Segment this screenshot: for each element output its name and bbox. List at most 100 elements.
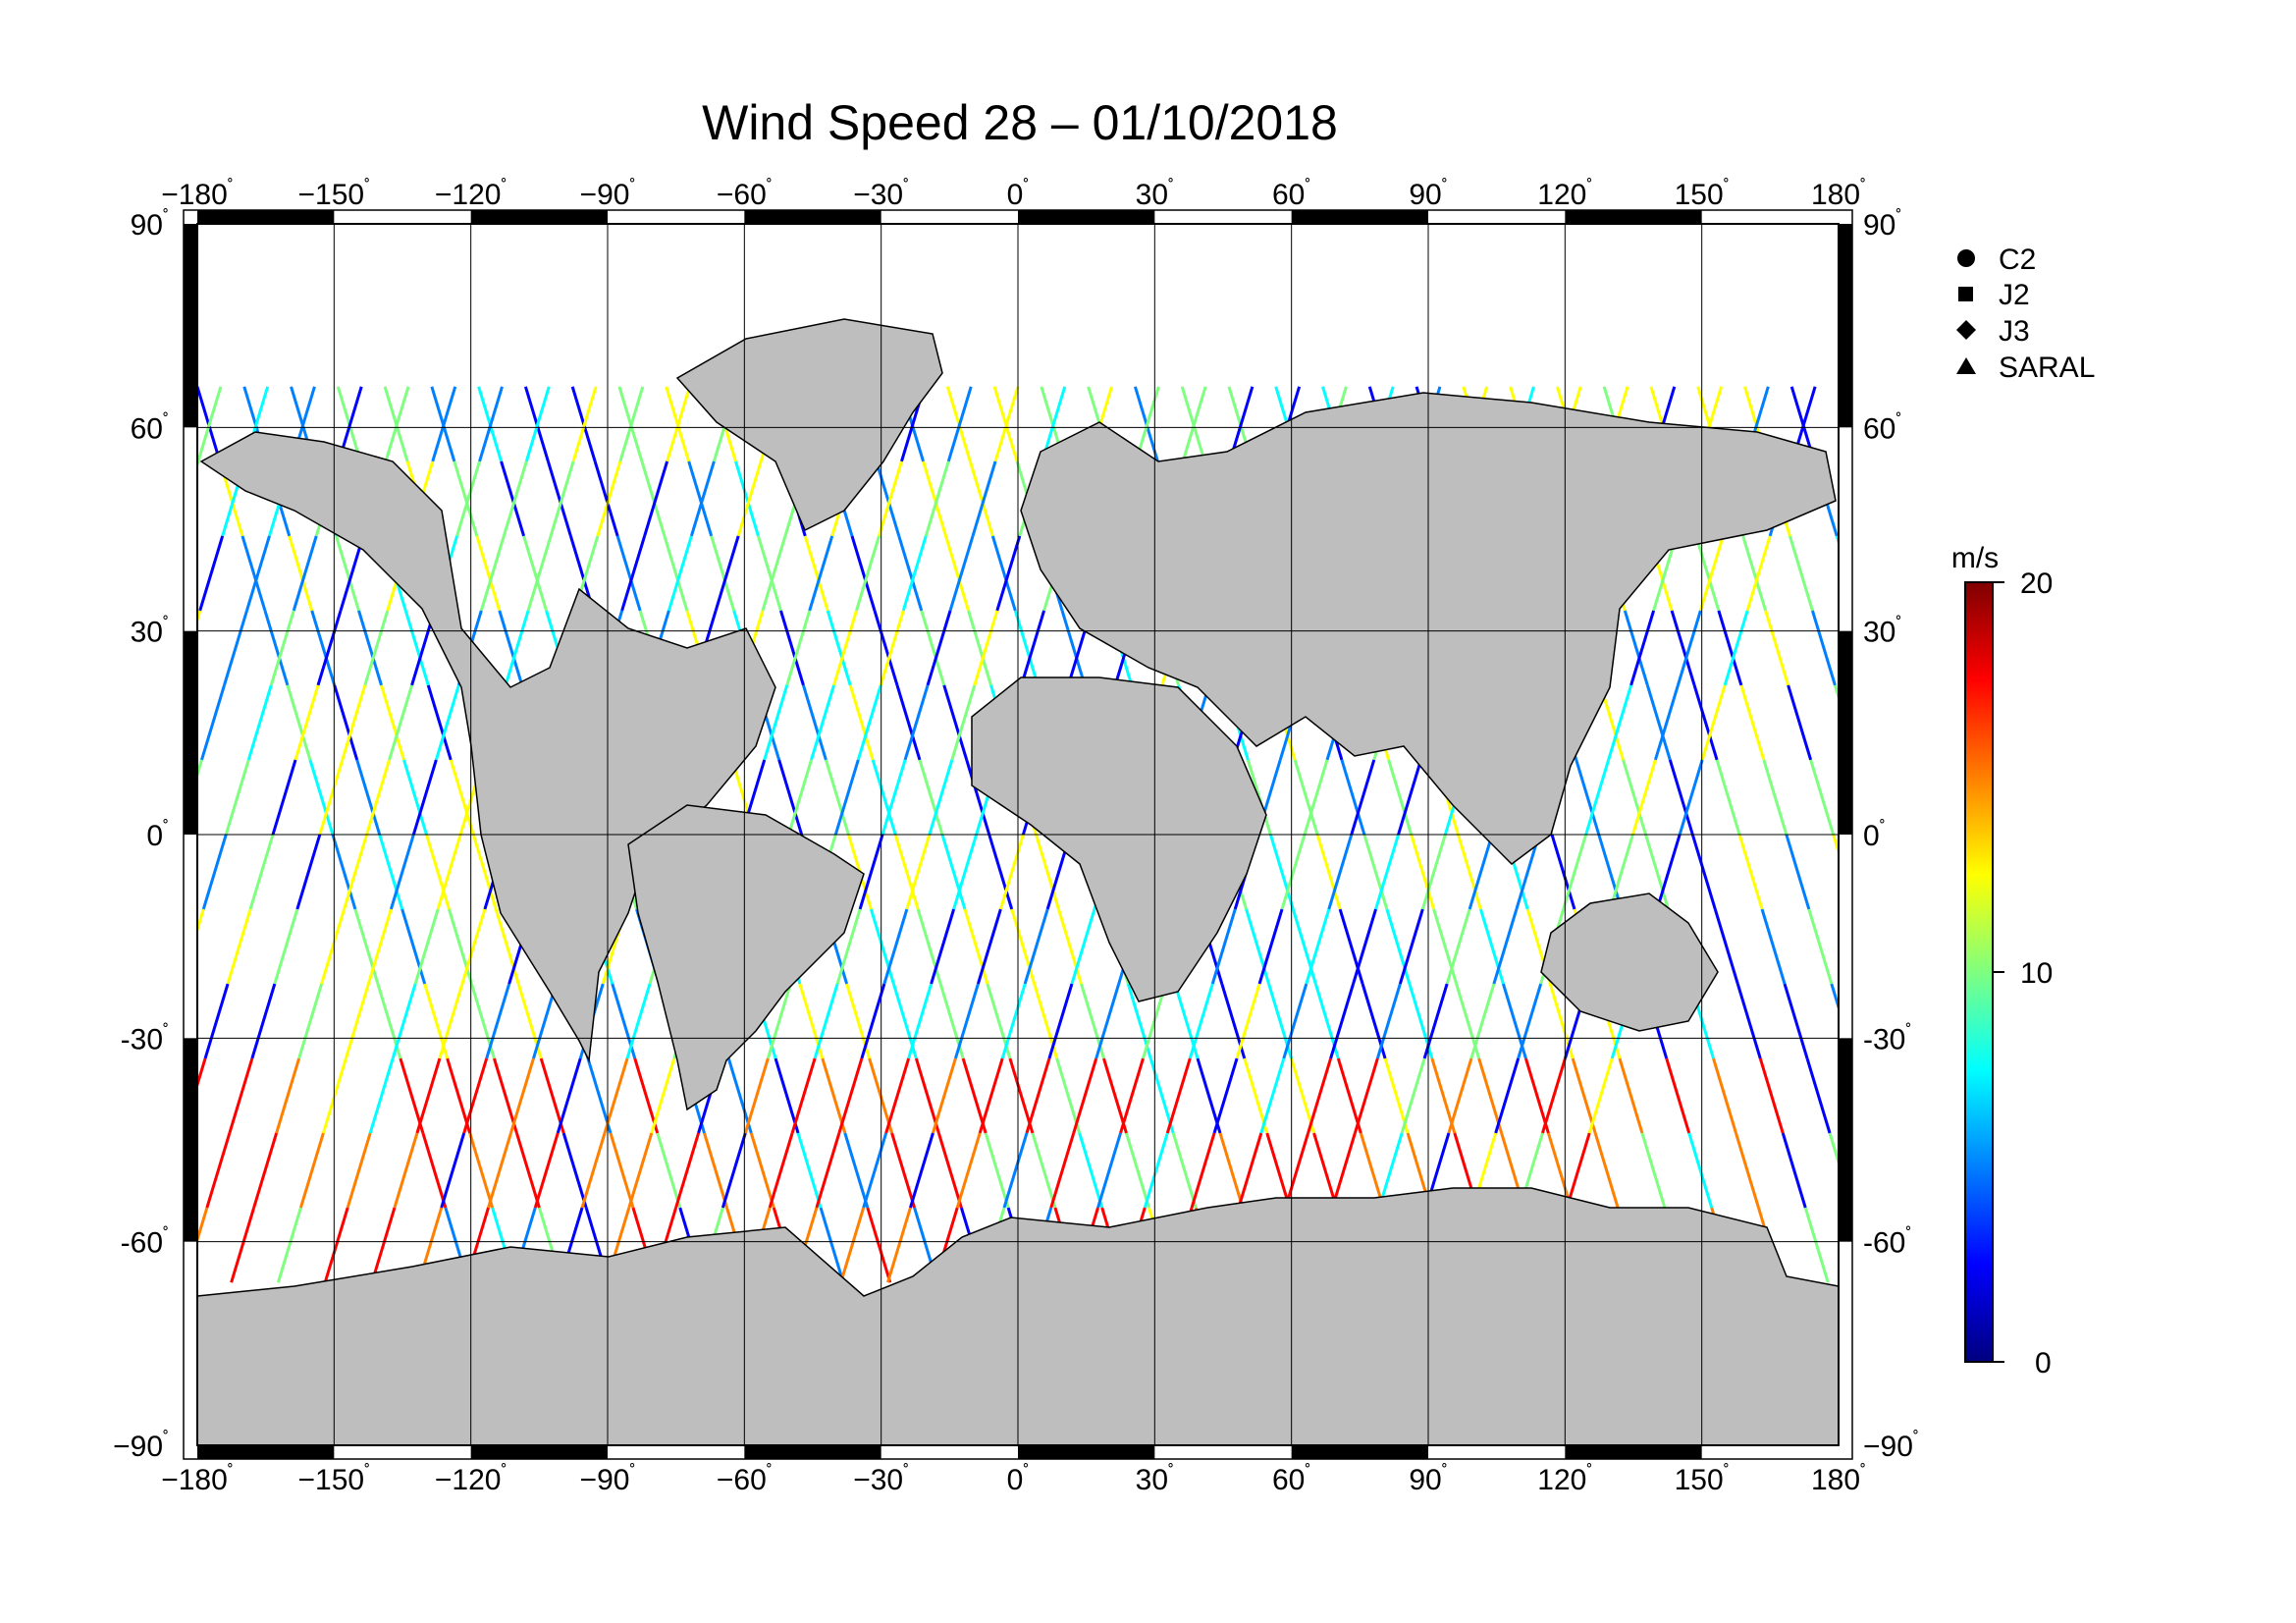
track-segment xyxy=(1830,983,1839,1012)
track-segment xyxy=(1764,610,1790,686)
track-segment xyxy=(250,983,277,1059)
track-segment xyxy=(1924,1133,1947,1208)
track-segment xyxy=(1630,759,1657,836)
track-segment xyxy=(884,1057,911,1134)
track-segment xyxy=(620,535,647,612)
track-segment xyxy=(1329,983,1356,1059)
track-segment xyxy=(843,1132,870,1209)
lon-tick-label: 60˚ xyxy=(1272,177,1310,211)
track-segment xyxy=(1359,1132,1385,1209)
land-australia xyxy=(1540,893,1719,1032)
track-segment xyxy=(1880,835,1902,909)
track-segment xyxy=(1723,610,1749,686)
track-segment xyxy=(1259,1057,1286,1134)
land-south-america xyxy=(627,804,865,1111)
track-segment xyxy=(940,834,967,910)
track-segment xyxy=(988,834,1014,910)
track-segment xyxy=(603,1057,629,1134)
track-segment xyxy=(1622,759,1647,836)
track-segment xyxy=(1013,610,1040,686)
track-segment xyxy=(721,1132,747,1209)
track-segment xyxy=(643,460,669,537)
latitude-labels-left: 90˚ 60˚ 30˚ 0˚ -30˚ -60˚ −90˚ xyxy=(113,207,169,1463)
track-segment xyxy=(1562,834,1588,910)
track-segment xyxy=(893,834,920,910)
track-segment xyxy=(931,1057,957,1134)
frame-segment xyxy=(184,1038,197,1242)
track-segment xyxy=(198,535,225,612)
track-segment xyxy=(20,1133,42,1208)
track-segment xyxy=(1477,1057,1504,1134)
lon-tick-label: −90˚ xyxy=(580,177,636,211)
track-segment xyxy=(875,460,901,537)
frame-checkerboard xyxy=(184,210,1852,1459)
frame-segment xyxy=(1839,630,1852,835)
track-segment xyxy=(1165,1057,1192,1134)
track-segment xyxy=(357,610,383,686)
track-segment xyxy=(323,1207,349,1283)
track-segment xyxy=(663,535,689,612)
track-segment xyxy=(248,834,275,910)
track-segment xyxy=(1280,834,1307,910)
track-segment xyxy=(953,983,980,1059)
track-segment xyxy=(1307,1057,1333,1134)
track-segment xyxy=(1640,1132,1667,1209)
track-segment xyxy=(881,759,907,836)
track-segment xyxy=(1655,834,1682,910)
track-segment xyxy=(1282,983,1308,1059)
lon-tick-label: −30˚ xyxy=(853,1462,909,1496)
track-segment xyxy=(276,1207,302,1283)
track-segment xyxy=(858,834,884,910)
track-segment xyxy=(1119,1057,1145,1134)
map-area xyxy=(0,224,1947,1445)
track-segment xyxy=(835,908,862,985)
colorbar: m/s 20 10 0 xyxy=(1951,542,2054,1380)
track-segment xyxy=(335,535,360,612)
track-segment xyxy=(0,1058,18,1133)
track-segment xyxy=(1002,1132,1029,1209)
track-segment xyxy=(1713,908,1739,985)
track-segment xyxy=(1070,908,1096,985)
track-segment xyxy=(1644,834,1670,910)
track-segment xyxy=(625,983,652,1059)
track-segment xyxy=(431,386,457,462)
track-segment xyxy=(1020,610,1046,686)
track-segment xyxy=(415,1057,442,1134)
lon-tick-label: 150˚ xyxy=(1675,1462,1730,1496)
lat-tick-label: 60˚ xyxy=(131,410,169,445)
track-segment xyxy=(736,460,763,537)
track-segment xyxy=(1618,1057,1644,1134)
lon-tick-label: −60˚ xyxy=(717,177,773,211)
track-segment xyxy=(321,1057,347,1134)
track-segment xyxy=(837,1057,864,1134)
square-icon xyxy=(1958,287,1973,301)
track-segment xyxy=(1010,908,1037,985)
track-segment xyxy=(1694,535,1721,612)
colorbar-gradient xyxy=(1964,581,1994,1363)
track-segment xyxy=(1517,983,1543,1059)
track-segment xyxy=(944,535,970,612)
track-segment xyxy=(1102,1057,1128,1134)
longitude-labels-top: −180˚ −150˚ −120˚ −90˚ −60˚ −30˚ 0˚ 30˚ 60˚ 90˚ 12… xyxy=(161,177,1866,211)
track-segment xyxy=(963,908,989,985)
frame-segment xyxy=(1839,224,1852,428)
frame-segment xyxy=(197,1445,335,1459)
track-segment xyxy=(907,983,934,1059)
lon-tick-label: 30˚ xyxy=(1136,177,1174,211)
track-segment xyxy=(1375,983,1402,1059)
track-segment xyxy=(952,834,979,910)
track-segment xyxy=(449,759,475,836)
track-segment xyxy=(971,460,997,537)
track-segment xyxy=(230,1207,256,1283)
track-segment xyxy=(1212,1057,1239,1134)
track-segment xyxy=(1362,834,1389,910)
satellite-legend: C2 J2 J3 SARAL xyxy=(1956,243,2095,384)
track-segment xyxy=(1008,1057,1035,1134)
track-segment xyxy=(757,535,782,612)
track-segment xyxy=(1810,610,1837,686)
track-segment xyxy=(378,834,404,910)
track-segment xyxy=(368,1057,395,1134)
track-segment xyxy=(478,386,504,462)
track-segment xyxy=(810,684,835,761)
track-segment xyxy=(89,1058,112,1133)
